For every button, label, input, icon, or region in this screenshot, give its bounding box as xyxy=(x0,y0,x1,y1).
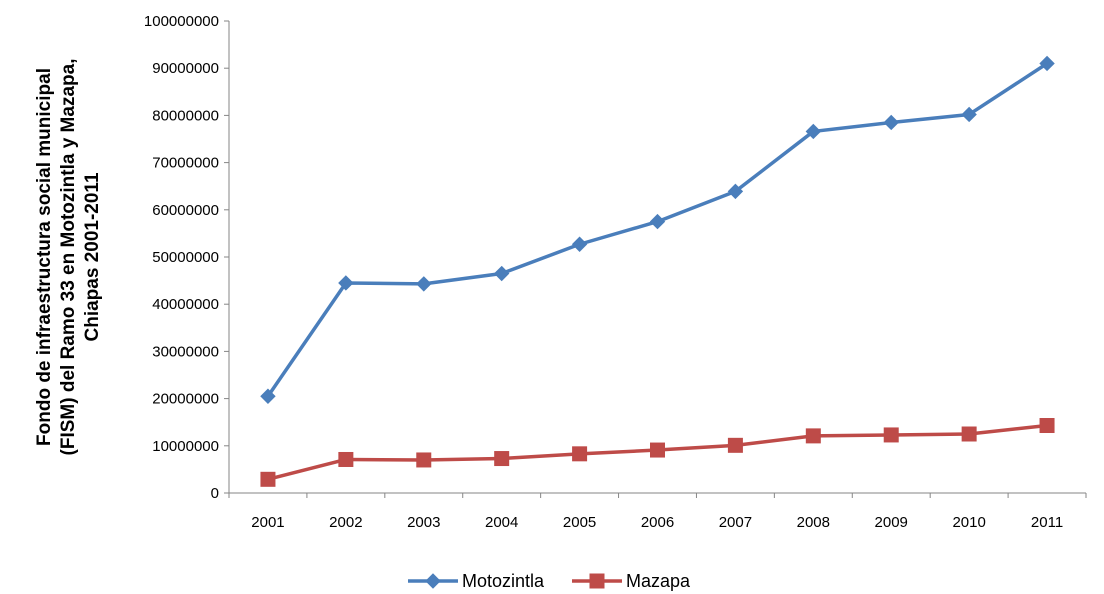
data-point-mazapa xyxy=(961,426,977,442)
data-point-motozintla xyxy=(571,236,588,252)
legend-marker-mazapa xyxy=(589,573,605,589)
data-point-motozintla xyxy=(493,265,510,282)
series-motozintla xyxy=(260,55,1055,404)
y-axis-label: Fondo de infraestructura social municipa… xyxy=(34,59,103,456)
legend-marker-motozintla xyxy=(425,573,441,589)
y-axis-title: Fondo de infraestructura social municipa… xyxy=(34,59,103,456)
y-tick-label: 70000000 xyxy=(152,155,219,172)
y-axis: 0 10000000 20000000 30000000 40000000 5000000… xyxy=(144,13,230,502)
y-tick-label: 90000000 xyxy=(152,60,219,77)
x-tick-label: 2002 xyxy=(329,514,362,531)
data-point-motozintla xyxy=(416,276,432,292)
y-tick-label: 100000000 xyxy=(144,13,219,30)
series-line-motozintla xyxy=(266,62,1049,398)
y-tick-label: 60000000 xyxy=(152,202,219,219)
x-tick-label: 2008 xyxy=(797,514,830,531)
x-tick-label: 2010 xyxy=(952,514,985,531)
y-tick-label: 50000000 xyxy=(152,249,219,266)
x-tick-label: 2007 xyxy=(719,514,752,531)
y-tick-label: 40000000 xyxy=(152,296,219,313)
legend-item-motozintla: Motozintla xyxy=(408,571,545,591)
y-tick-label: 80000000 xyxy=(152,107,219,124)
y-tick-label: 0 xyxy=(211,485,219,502)
data-point-mazapa xyxy=(572,446,588,462)
x-tick-label: 2003 xyxy=(407,514,440,531)
x-tick-label: 2005 xyxy=(563,514,596,531)
data-point-motozintla xyxy=(649,213,666,230)
x-tick-label: 2001 xyxy=(251,514,284,531)
data-point-motozintla xyxy=(727,183,744,200)
data-point-mazapa xyxy=(260,471,276,487)
legend: Motozintla Mazapa xyxy=(408,571,691,591)
series-mazapa xyxy=(260,418,1055,487)
data-point-mazapa xyxy=(650,442,665,458)
data-point-mazapa xyxy=(338,451,354,467)
x-tick-label: 2011 xyxy=(1031,514,1063,531)
data-point-mazapa xyxy=(727,437,743,453)
data-point-mazapa xyxy=(416,452,432,468)
data-point-motozintla xyxy=(883,114,899,131)
data-point-mazapa xyxy=(494,451,510,467)
legend-label-motozintla: Motozintla xyxy=(462,571,545,591)
data-point-mazapa xyxy=(805,428,821,444)
data-point-motozintla xyxy=(961,106,977,123)
data-point-mazapa xyxy=(883,427,899,443)
x-axis: 2001 2002 2003 2004 2005 2006 2007 2008 2009 2010… xyxy=(228,492,1087,531)
x-tick-label: 2006 xyxy=(641,514,674,531)
y-axis-title-line: Fondo de infraestructura social municipa… xyxy=(34,68,55,446)
y-axis-title-line: Chiapas 2001-2011 xyxy=(82,172,103,341)
legend-item-mazapa: Mazapa xyxy=(572,571,691,591)
data-point-mazapa xyxy=(1039,418,1055,434)
data-point-motozintla xyxy=(260,388,276,404)
series-layer xyxy=(260,55,1055,487)
y-tick-label: 30000000 xyxy=(152,343,219,360)
data-point-motozintla xyxy=(1039,55,1055,72)
data-point-motozintla xyxy=(338,275,354,291)
legend-label-mazapa: Mazapa xyxy=(626,571,691,591)
y-axis-title-line: (FISM) del Ramo 33 en Motozintla y Mazap… xyxy=(58,59,79,456)
x-tick-label: 2009 xyxy=(875,514,908,531)
data-point-motozintla xyxy=(805,123,822,140)
x-tick-label: 2004 xyxy=(485,514,518,531)
y-tick-label: 10000000 xyxy=(152,438,219,455)
y-tick-label: 20000000 xyxy=(152,391,219,408)
